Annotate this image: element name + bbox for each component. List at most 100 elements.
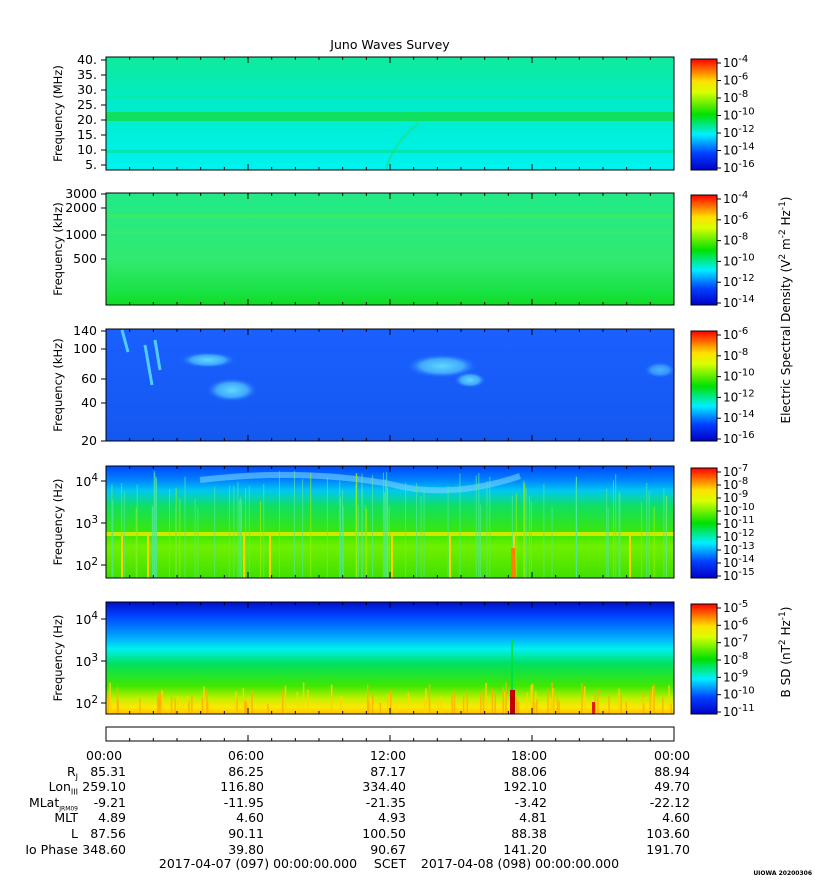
colorbar-tick-label: 10-12 (723, 388, 755, 404)
colorbar-tick-label: 10-13 (723, 541, 755, 557)
ephemeris-value: 85.31 (90, 763, 126, 779)
panel-3-spectrogram (105, 328, 676, 442)
colorbar-tick-label: 10-7 (723, 463, 748, 479)
colorbar (690, 467, 718, 579)
ephemeris-value: -9.21 (93, 794, 126, 810)
panel-1-band-27mhz (106, 96, 674, 98)
colorbar (690, 603, 718, 715)
panel-5-event-spike-2 (592, 702, 595, 714)
y-tick-label: 15. (77, 127, 97, 142)
ephemeris-row-label: L (71, 826, 78, 841)
y-tick-label: 20 (81, 433, 97, 448)
colorbar-tick-label: 10-9 (723, 489, 748, 505)
y-tick-label: 104 (75, 472, 98, 489)
colorbar-tick-label: 10-14 (723, 409, 755, 425)
panel-1-drift-feature (385, 123, 419, 169)
colorbar-tick-label: 10-6 (723, 72, 748, 88)
colorbar-tick-label: 10-11 (723, 703, 755, 719)
panel-2-background (106, 193, 674, 305)
panel-2-spectrogram (105, 192, 675, 306)
colorbar-tick-label: 10-10 (723, 252, 755, 268)
ephemeris-value: 103.60 (646, 826, 690, 841)
y-tick-label: 100 (73, 341, 97, 356)
y-tick-label: 2000 (65, 200, 97, 215)
panel-3-background (106, 329, 674, 441)
time-tick-label: 18:00 (511, 748, 548, 763)
panel-5-spikes (107, 640, 672, 714)
panel-3-emission-e (644, 362, 676, 378)
ephemeris-value: 86.25 (228, 763, 264, 779)
ephemeris-value: -3.42 (514, 794, 547, 810)
panel-4-upper-emission (199, 471, 521, 494)
colorbar-tick-label: 10-5 (723, 599, 748, 615)
panel-2-band-1700khz (106, 214, 674, 218)
colorbar-tick-label: 10-6 (723, 326, 748, 342)
time-tick-label: 06:00 (228, 748, 265, 763)
panel-4-band-550hz (106, 532, 674, 536)
ephemeris-value: 88.38 (511, 826, 547, 841)
colorbar (690, 194, 718, 306)
ephemeris-value: 4.93 (378, 810, 406, 826)
panel-5-event-spike (510, 690, 515, 714)
plot-title: Juno Waves Survey (329, 37, 450, 52)
y-tick-label: 20. (77, 112, 97, 127)
colorbar-tick-label: 10-9 (723, 668, 748, 684)
y-tick-label: 10. (77, 142, 97, 157)
colorbar (690, 330, 718, 442)
y-axis-label: Frequency (Hz) (51, 479, 65, 566)
colorbars: 10-410-610-810-1010-1210-1410-1610-410-6… (690, 54, 755, 719)
ephemeris-value: 90.67 (370, 841, 406, 857)
colorbar-tick-label: 10-6 (723, 211, 748, 227)
ephemeris-row-label: MLT (54, 810, 78, 826)
ephemeris-value: 192.10 (503, 779, 547, 795)
ephemeris-value: 100.50 (362, 826, 406, 841)
ephemeris-value: 141.20 (503, 841, 547, 857)
stamp: UIOWA 20200306 (753, 870, 812, 877)
y-tick-label: 103 (75, 514, 98, 531)
y-tick-label: 103 (75, 652, 98, 669)
ephemeris-value: 191.70 (646, 841, 690, 857)
colorbar-tick-label: 10-10 (723, 502, 755, 518)
y-tick-label: 40 (81, 395, 97, 410)
ephemeris-row-label: RJ (66, 763, 78, 782)
y-axis-labels: 40.35.30.25.20.15.10.5. Frequency (MHz) 30… (51, 52, 98, 711)
magnetic-colorbar-label: B SD (nT2 Hz-1) (778, 607, 793, 698)
y-tick-label: 102 (75, 556, 98, 573)
colorbar-tick-label: 10-14 (723, 142, 755, 158)
colorbar-tick-label: 10-8 (723, 651, 748, 667)
y-axis-label: Frequency (Hz) (51, 615, 65, 702)
y-tick-label: 104 (75, 610, 98, 627)
ephemeris-value: 4.81 (519, 810, 547, 826)
ephemeris-value: 88.94 (654, 763, 690, 779)
ephemeris-row-label: LonIII (48, 779, 78, 797)
y-tick-label: 40. (77, 52, 97, 67)
panel-1-band-21mhz (106, 112, 674, 121)
y-tick-label: 30. (77, 82, 97, 97)
y-tick-label: 3000 (65, 186, 97, 201)
footer-start-time: 2017-04-07 (097) 00:00:00.000 (159, 856, 357, 871)
colorbar-tick-label: 10-11 (723, 515, 755, 531)
ephemeris-row-label: Io Phase (25, 841, 78, 857)
y-tick-label: 35. (77, 67, 97, 82)
colorbar (690, 58, 718, 171)
ephemeris-value: 87.56 (90, 826, 126, 841)
colorbar-tick-label: 10-12 (723, 528, 755, 544)
ephemeris-value: 348.60 (82, 841, 126, 857)
y-axis-label: Frequency (MHz) (51, 65, 65, 162)
ephemeris-value: 90.11 (228, 826, 264, 841)
ephemeris-value: 4.89 (98, 810, 126, 826)
panel-2-band-1200khz (106, 231, 674, 234)
panel-1-spectrogram (105, 56, 675, 171)
colorbar-tick-label: 10-8 (723, 232, 748, 248)
colorbar-tick-label: 10-12 (723, 273, 755, 289)
panel-3-emission-a (180, 352, 236, 368)
y-tick-label: 140 (73, 323, 97, 338)
colorbar-tick-label: 10-8 (723, 89, 748, 105)
ephemeris-value: 4.60 (662, 810, 690, 826)
footer-end-time: 2017-04-08 (098) 00:00:00.000 (421, 856, 619, 871)
y-axis-label: Frequency (kHz) (51, 202, 65, 295)
ephemeris-row-label: MLatJRM09 (28, 794, 78, 813)
panel-1-band-8mhz (106, 150, 674, 153)
y-tick-label: 25. (77, 97, 97, 112)
